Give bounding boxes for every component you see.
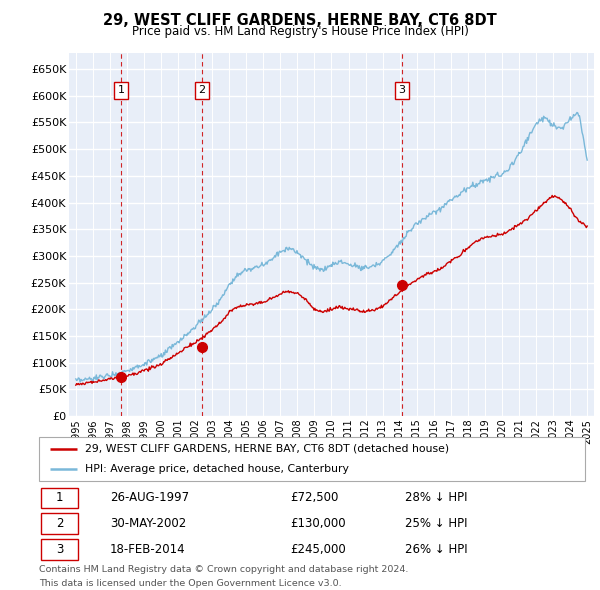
Text: 1: 1 (118, 86, 124, 96)
Text: 30-MAY-2002: 30-MAY-2002 (110, 517, 186, 530)
Text: Price paid vs. HM Land Registry's House Price Index (HPI): Price paid vs. HM Land Registry's House … (131, 25, 469, 38)
Text: 2: 2 (56, 517, 64, 530)
Text: 26-AUG-1997: 26-AUG-1997 (110, 491, 189, 504)
Text: 29, WEST CLIFF GARDENS, HERNE BAY, CT6 8DT: 29, WEST CLIFF GARDENS, HERNE BAY, CT6 8… (103, 13, 497, 28)
Text: 18-FEB-2014: 18-FEB-2014 (110, 543, 185, 556)
Text: This data is licensed under the Open Government Licence v3.0.: This data is licensed under the Open Gov… (39, 579, 341, 588)
Text: £130,000: £130,000 (290, 517, 346, 530)
Text: 29, WEST CLIFF GARDENS, HERNE BAY, CT6 8DT (detached house): 29, WEST CLIFF GARDENS, HERNE BAY, CT6 8… (85, 444, 449, 454)
Text: HPI: Average price, detached house, Canterbury: HPI: Average price, detached house, Cant… (85, 464, 349, 474)
FancyBboxPatch shape (39, 437, 585, 481)
Text: 3: 3 (398, 86, 406, 96)
FancyBboxPatch shape (41, 487, 79, 508)
FancyBboxPatch shape (41, 539, 79, 560)
FancyBboxPatch shape (41, 513, 79, 534)
Text: 28% ↓ HPI: 28% ↓ HPI (405, 491, 467, 504)
Text: 26% ↓ HPI: 26% ↓ HPI (405, 543, 467, 556)
Text: £72,500: £72,500 (290, 491, 338, 504)
Text: 3: 3 (56, 543, 64, 556)
Text: Contains HM Land Registry data © Crown copyright and database right 2024.: Contains HM Land Registry data © Crown c… (39, 565, 409, 573)
Text: 2: 2 (199, 86, 206, 96)
Text: £245,000: £245,000 (290, 543, 346, 556)
Text: 1: 1 (56, 491, 64, 504)
Text: 25% ↓ HPI: 25% ↓ HPI (405, 517, 467, 530)
